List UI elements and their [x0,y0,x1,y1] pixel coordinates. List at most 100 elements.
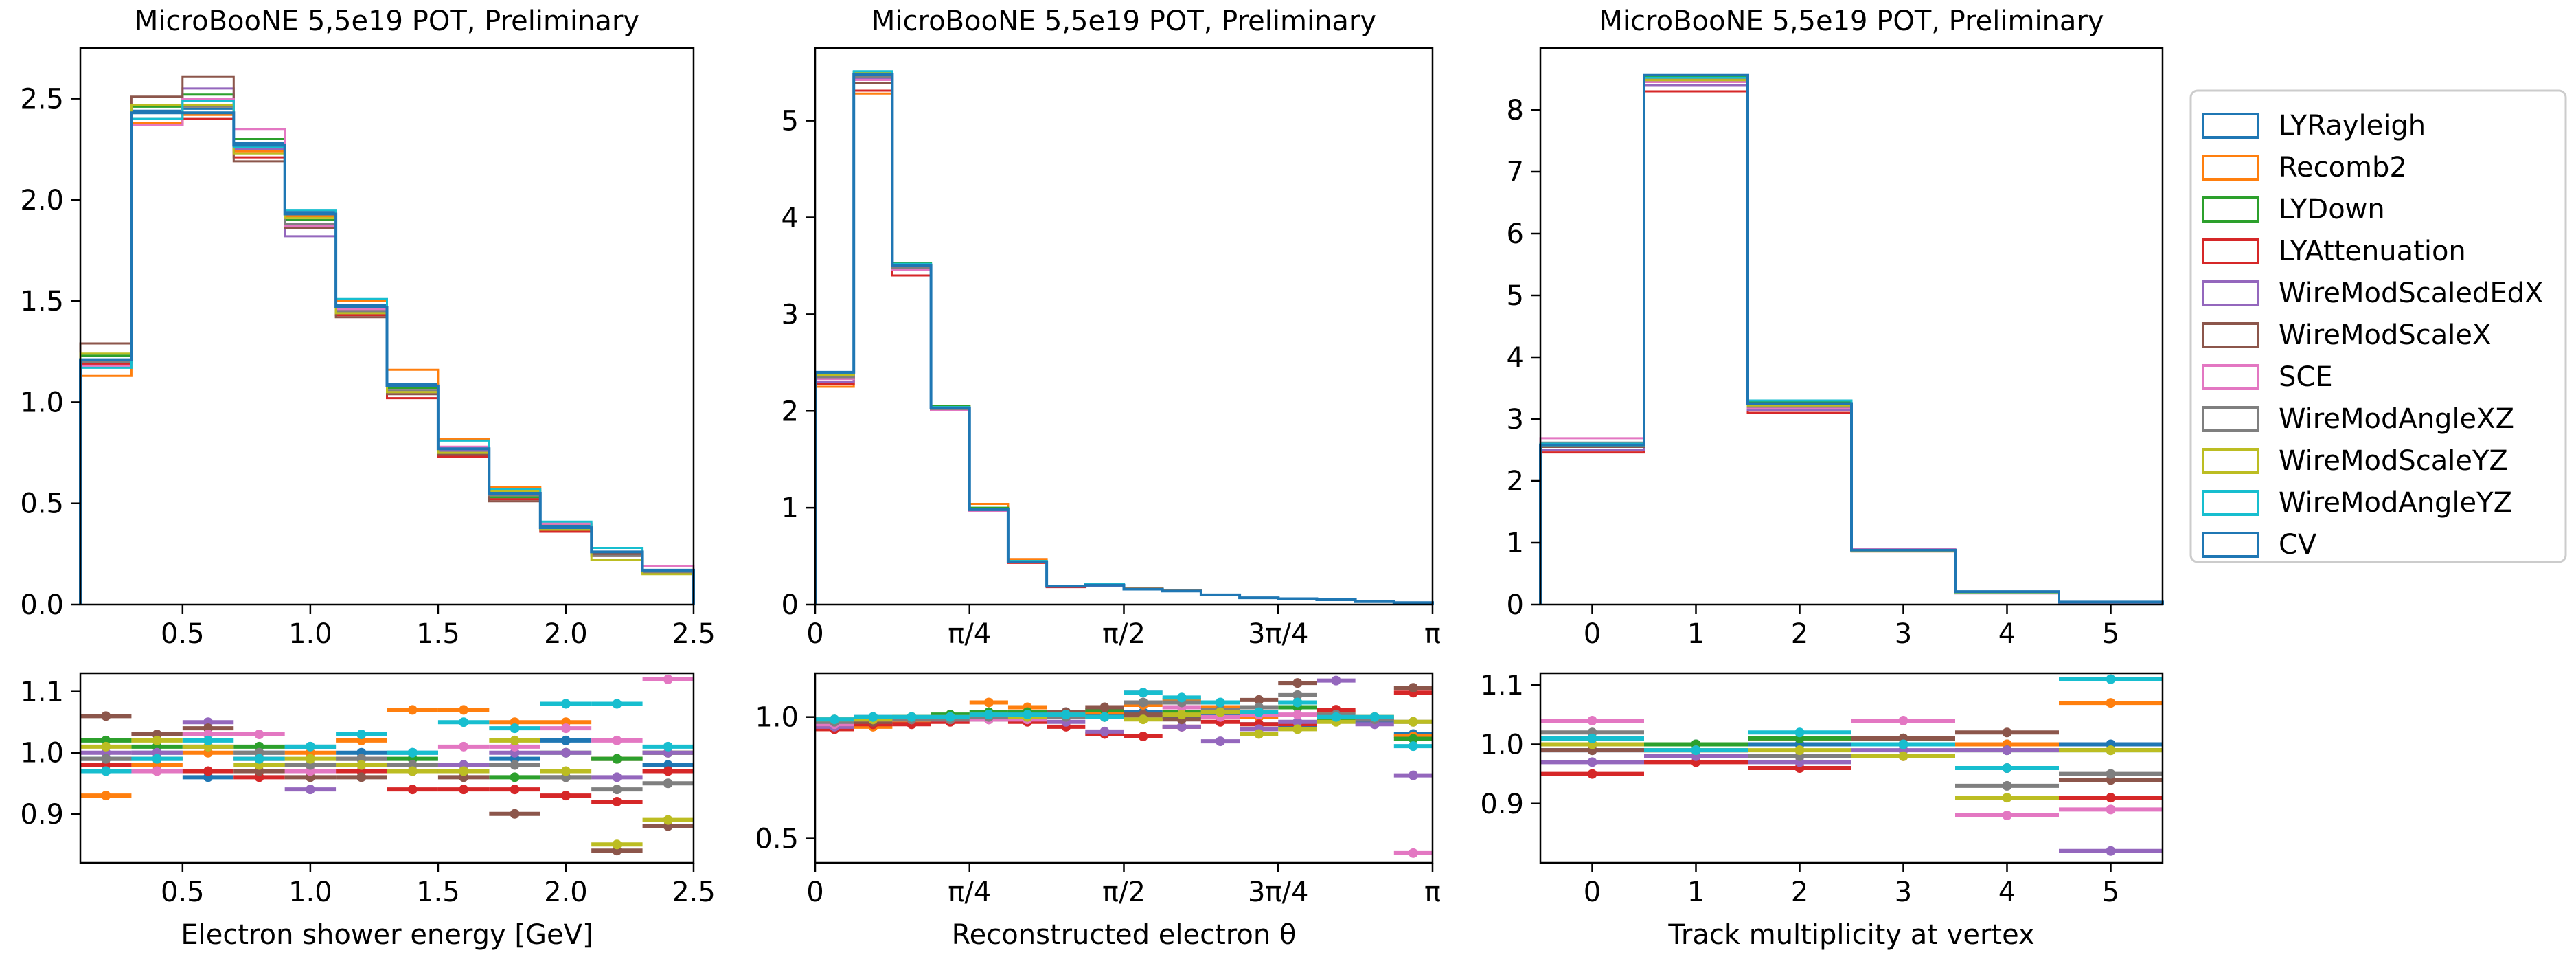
panel-2: MicroBooNE 5,5e19 POT, Preliminary 0 π/4 π/… [755,5,1441,951]
y-tick-label: 2 [1507,466,1524,497]
ratio-point-LYAttenuation [663,766,673,776]
legend-swatch [2202,113,2259,139]
ratio-point-WireModScaledEdX [1215,736,1225,747]
ratio-point-LYAttenuation [407,785,418,795]
ratio-y-tick-label: 1.1 [1480,670,1524,701]
x-tick-label: 3 [1895,618,1912,650]
legend-label: SCE [2279,361,2333,393]
legend: LYRayleigh Recomb2 LYDown LYAttenuation Wire… [2189,89,2567,563]
ratio-point-WireModScaledEdX [2002,745,2012,756]
ratio-point-SCE [663,674,673,684]
ratio-point-LYDown [1408,734,1418,744]
ratio-point-WireModScaledEdX [1587,757,1597,767]
histogram-area [814,70,1434,605]
ratio-point-WireModAngleYZ [830,714,840,725]
ratio-point-Recomb2 [407,705,418,715]
ratio-point-WireModScaledEdX [1099,726,1110,736]
y-tick-label: 5 [782,106,799,137]
ratio-x-tick-label: 2.0 [544,877,588,908]
legend-label: CV [2279,529,2317,561]
legend-swatch [2202,532,2259,558]
ratio-point-LYAttenuation [612,796,622,806]
ratio-y-tick-label: 1.0 [755,702,799,734]
ratio-x-tick-label: 3π/4 [1248,877,1308,908]
x-tick-label: 1.0 [288,618,332,650]
ratio-point-WireModScaleX [101,711,111,721]
ratio-point-WireModAngleYZ [1408,741,1418,752]
ratio-point-WireModAngleYZ [1023,710,1033,720]
ratio-point-WireModScaledEdX [1408,770,1418,780]
legend-swatch [2202,280,2259,306]
x-axis-label: Track multiplicity at vertex [1667,919,2034,951]
ratio-x-tick-label: 1.0 [288,877,332,908]
legend-label: LYAttenuation [2279,236,2466,267]
ratio-point-WireModScaledEdX [1331,675,1341,686]
y-tick-label: 1.5 [20,286,64,317]
ratio-point-WireModScaleX [1292,678,1303,688]
ratio-point-Recomb2 [459,705,469,715]
ratio-x-tick-label: 1 [1687,877,1705,908]
ratio-point-WireModScaleYZ [1215,707,1225,717]
ratio-point-WireModAngleYZ [2106,674,2116,684]
ratio-point-WireModScaleYZ [101,741,111,752]
ratio-point-WireModScaleYZ [2002,793,2012,803]
ratio-y-tick-label: 1.0 [20,738,64,769]
y-tick-label: 8 [1507,95,1524,126]
y-tick-label: 3 [782,299,799,330]
ratio-point-WireModScaleYZ [305,754,315,764]
ratio-x-tick-label: 3 [1895,877,1912,908]
ratio-axes-frame [1539,672,2164,864]
ratio-point-WireModScaleYZ [612,839,622,850]
x-tick-label: 3π/4 [1248,618,1308,650]
ratio-point-LYAttenuation [1138,732,1148,741]
ratio-point-Recomb2 [983,697,994,708]
ratio-point-LYAttenuation [1587,769,1597,779]
hist-series-LYDown [814,71,1434,605]
ratio-point-SCE [612,735,622,745]
ratio-point-WireModAngleYZ [203,735,214,745]
ratio-point-WireModAngleYZ [2002,763,2012,773]
ratio-point-WireModAngleXZ [101,754,111,764]
ratio-point-SCE [254,730,264,740]
main-axes-frame [814,47,1434,606]
ratio-point-WireModScaleYZ [1292,724,1303,734]
ratio-point-SCE [1587,716,1597,725]
ratio-point-WireModScaledEdX [560,747,571,758]
legend-label: Recomb2 [2279,152,2407,183]
y-tick-label: 0.0 [20,589,64,621]
ratio-point-WireModAngleYZ [254,754,264,764]
x-tick-label: 0 [806,618,823,650]
ratio-point-WireModAngleYZ [983,710,994,720]
x-tick-label: π [1424,618,1441,650]
ratio-point-WireModScaleYZ [510,735,520,745]
x-tick-label: 1 [1687,618,1705,650]
ratio-point-WireModScaleYZ [459,766,469,776]
y-tick-label: 4 [782,203,799,234]
ratio-point-LYAttenuation [2106,793,2116,803]
ratio-point-WireModScaleYZ [1898,751,1908,761]
ratio-point-WireModAngleYZ [510,723,520,734]
panel-title: MicroBooNE 5,5e19 POT, Preliminary [1599,5,2104,37]
hist-series-CV [79,111,695,605]
x-tick-label: π/2 [1102,618,1145,650]
y-tick-label: 2.0 [20,185,64,216]
x-tick-label: π/4 [948,618,991,650]
ratio-point-SCE [2106,804,2116,815]
x-tick-label: 0 [1584,618,1601,650]
hist-series-WireModScaledEdX [814,77,1434,605]
panel-1: MicroBooNE 5,5e19 POT, Preliminary 0.5 1.0… [20,5,715,951]
y-tick-label: 0 [782,589,799,621]
ratio-point-WireModAngleYZ [945,712,955,722]
hist-series-WireModScaleYZ [814,72,1434,605]
ratio-point-WireModAngleYZ [152,754,162,764]
y-tick-label: 7 [1507,157,1524,188]
legend-swatch [2202,448,2259,474]
x-axis-label: Electron shower energy [GeV] [181,919,593,951]
ratio-point-WireModScaleX [510,809,520,819]
ratio-y-tick-label: 1.0 [1480,730,1524,761]
ratio-point-LYAttenuation [560,791,571,801]
hist-series-SCE [814,79,1434,605]
x-tick-label: 5 [2102,618,2119,650]
hist-series-WireModScaleX [814,82,1434,605]
